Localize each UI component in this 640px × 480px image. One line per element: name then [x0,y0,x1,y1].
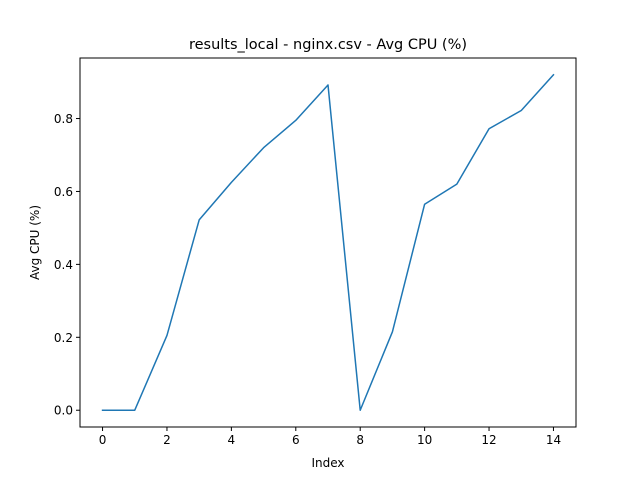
x-tick-label: 6 [292,433,300,447]
x-axis-label: Index [311,456,344,470]
plot-frame [79,57,577,428]
y-tick-label: 0.8 [54,112,73,126]
y-tick-label: 0.4 [54,258,73,272]
y-tick-label: 0.2 [54,331,73,345]
x-tick-label: 14 [546,433,561,447]
x-axis-ticks: 0 2 4 6 8 10 12 14 [99,427,561,447]
y-tick-label: 0.0 [54,404,73,418]
x-tick-label: 4 [228,433,236,447]
y-axis-ticks: 0.0 0.2 0.4 0.6 0.8 [54,112,80,418]
chart-title: results_local - nginx.csv - Avg CPU (%) [189,37,467,53]
x-tick-label: 2 [163,433,171,447]
series-line [101,73,555,411]
series-layer [101,73,555,411]
y-tick-label: 0.6 [54,185,73,199]
x-tick-label: 10 [417,433,432,447]
x-tick-label: 0 [99,433,107,447]
x-tick-label: 8 [356,433,364,447]
x-tick-label: 12 [481,433,496,447]
y-axis-label: Avg CPU (%) [28,205,42,280]
